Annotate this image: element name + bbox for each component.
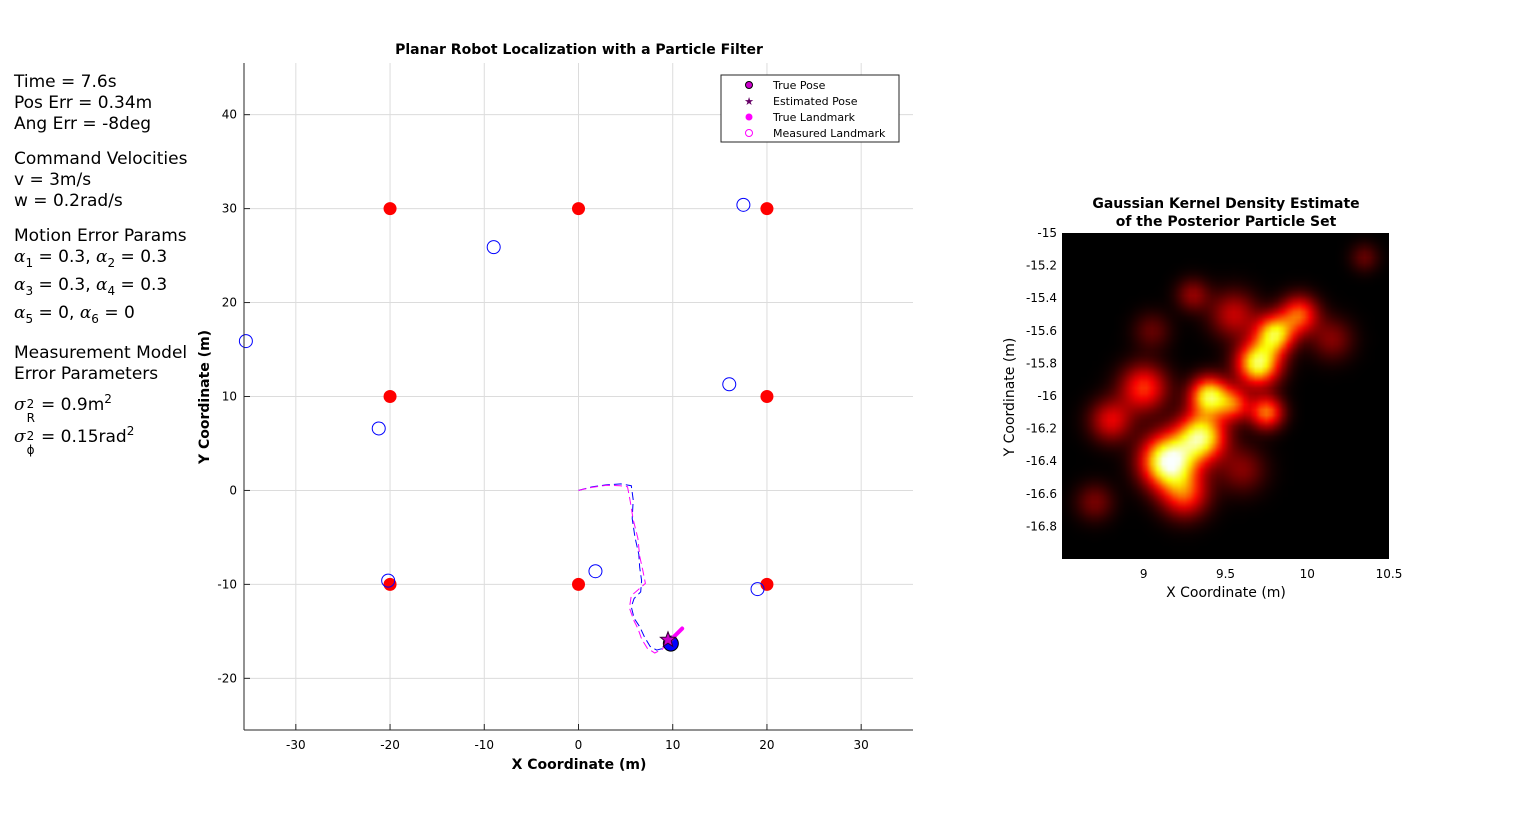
motion-error-title: Motion Error Params [14,226,187,246]
measurement-model-title: Measurement Model [14,343,188,363]
measured-landmark [722,377,737,392]
kde-ticks: 9 9.5 10 10.5 -15 -15.2 -15.4 -15.6 -15.8 -16 -16.… [1026,226,1402,581]
kde-y-tick-label: -16 [1037,389,1057,403]
legend-measured-landmark-marker [745,129,753,137]
x-tick-label: 30 [854,738,869,752]
kde-y-tick-label: -16.6 [1026,487,1057,501]
x-tick-label: -30 [286,738,306,752]
alpha-5-6-readout: α5 = 0, α6 = 0 [14,303,135,326]
kde-title: Gaussian Kernel Density Estimate [1092,196,1359,212]
kde-heatmap-container [1062,233,1389,559]
x-tick-label: -10 [474,738,494,752]
y-tick-label: 10 [222,390,237,404]
x-tick-label: 0 [575,738,583,752]
kde-x-tick-label: 10 [1300,567,1315,581]
y-tick-label: 20 [222,296,237,310]
angular-velocity-readout: w = 0.2rad/s [14,191,123,211]
main-x-label: X Coordinate (m) [512,757,647,773]
legend-true-pose-marker [745,81,753,89]
measured-landmark [238,334,253,349]
kde-y-tick-label: -16.2 [1026,422,1057,436]
legend-measured-landmark: Measured Landmark [773,127,886,140]
kde-y-tick-label: -16.4 [1026,454,1057,468]
x-tick-label: 20 [759,738,774,752]
kde-y-tick-label: -15.4 [1026,291,1057,305]
true-landmark [760,390,774,403]
robot-pose [659,626,685,652]
measured-landmark [381,573,396,588]
true-path [578,483,672,651]
alpha-3-4-readout: α3 = 0.3, α4 = 0.3 [14,275,168,298]
position-error-readout: Pos Err = 0.34m [14,93,153,113]
y-tick-label: -20 [217,671,237,685]
x-tick-label: 10 [665,738,680,752]
estimated-pose-marker [659,630,677,648]
measured-landmark [750,582,765,597]
true-landmark [572,577,585,591]
robot-paths [578,483,672,654]
measured-landmark [371,421,386,436]
kde-y-tick-label: -15 [1037,226,1057,240]
estimated-path [578,484,669,654]
main-ticks: -30 -20 -10 0 10 20 30 -20 -10 0 10 20 30 40 [217,108,868,752]
true-landmark [760,202,774,216]
measured-landmark [736,197,751,212]
true-landmark [383,390,397,403]
measured-landmark [486,240,501,255]
landmark-marks [238,197,774,597]
angle-error-readout: Ang Err = -8deg [14,114,152,134]
kde-x-label: X Coordinate (m) [1166,585,1286,601]
true-landmark [383,577,397,591]
legend-estimated-pose: Estimated Pose [773,95,858,108]
info-panel: Time = 7.6s Pos Err = 0.34m Ang Err = -8… [14,72,188,457]
y-tick-label: 40 [222,108,237,122]
kde-y-tick-label: -15.6 [1026,324,1057,338]
main-title: Planar Robot Localization with a Particl… [395,42,763,58]
x-tick-label: -20 [380,738,400,752]
true-landmark [383,202,397,216]
command-velocities-title: Command Velocities [14,149,188,169]
kde-plot: 9 9.5 10 10.5 -15 -15.2 -15.4 -15.6 -15.8 -16 -16.… [1002,196,1402,601]
linear-velocity-readout: v = 3m/s [14,170,92,190]
legend: True Pose ★ Estimated Pose True Landmark… [720,74,900,143]
true-landmark [572,202,585,216]
kde-x-tick-label: 10.5 [1376,567,1403,581]
kde-y-tick-label: -15.2 [1026,259,1057,273]
legend-true-landmark: True Landmark [772,111,856,124]
kde-heatmap [1062,233,1389,559]
alpha-1-2-readout: α1 = 0.3, α2 = 0.3 [14,247,168,270]
localization-plot: -30 -20 -10 0 10 20 30 -20 -10 0 10 20 30 40 Planar R… [197,42,913,773]
y-tick-label: 0 [229,483,237,497]
legend-estimated-pose-marker: ★ [744,95,754,108]
main-y-label: Y Coordinate (m) [197,330,213,465]
legend-true-landmark-marker [745,113,753,121]
kde-x-tick-label: 9 [1140,567,1148,581]
time-readout: Time = 7.6s [14,72,117,92]
kde-y-label: Y Coordinate (m) [1002,338,1018,458]
legend-true-pose: True Pose [772,79,826,92]
kde-y-tick-label: -16.8 [1026,519,1057,533]
y-tick-label: 30 [222,202,237,216]
kde-y-tick-label: -15.8 [1026,356,1057,370]
measured-landmark [588,564,603,579]
kde-subtitle: of the Posterior Particle Set [1116,214,1337,230]
kde-x-tick-label: 9.5 [1216,567,1235,581]
y-tick-label: -10 [217,577,237,591]
error-parameters-title: Error Parameters [14,364,159,384]
